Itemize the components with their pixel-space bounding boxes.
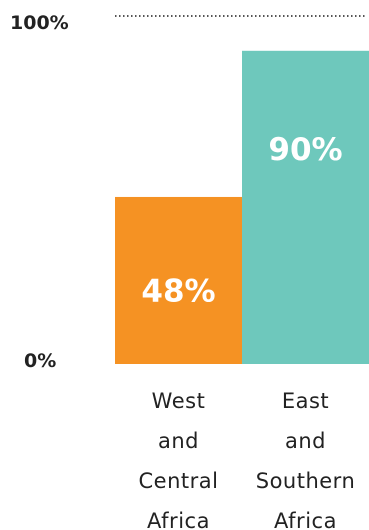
y-tick-label-100: 100% <box>10 12 69 34</box>
category-label-2-line-4: Africa <box>274 509 337 530</box>
bar-1 <box>115 196 242 364</box>
category-label-1-line-2: and <box>158 429 199 453</box>
category-label-1-line-1: West <box>152 389 206 413</box>
category-label-1-line-3: Central <box>139 469 219 493</box>
category-label-1-line-4: Africa <box>147 509 210 530</box>
bars-group: 48% 90% <box>115 50 369 365</box>
category-labels-group: West and Central Africa East and Southern Afric… <box>139 389 356 530</box>
category-label-2-line-1: East <box>282 389 329 413</box>
y-tick-label-0: 0% <box>24 350 56 372</box>
bar-value-label-1: 48% <box>141 274 215 310</box>
category-label-2-line-2: and <box>285 429 326 453</box>
category-label-2-line-3: Southern <box>256 469 356 493</box>
bar-value-label-2: 90% <box>268 132 342 168</box>
bar-2 <box>242 50 369 365</box>
